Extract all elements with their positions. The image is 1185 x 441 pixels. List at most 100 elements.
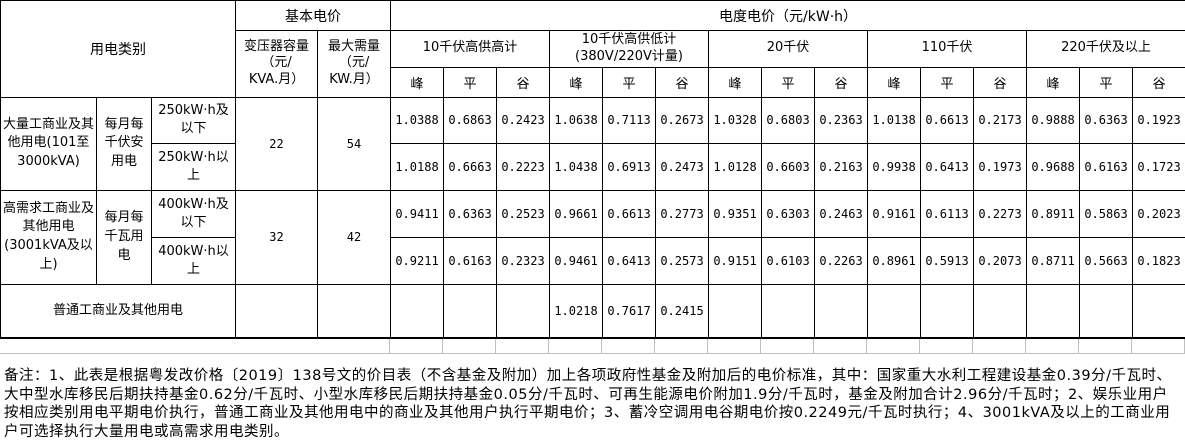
voltage-group-20kv: 20千伏: [709, 31, 868, 68]
price-cell: [1080, 284, 1133, 338]
table-row: 400kW·h以上 0.9211 0.6163 0.2323 0.9461 0.…: [1, 237, 1185, 284]
grid-lines: [389, 339, 1185, 353]
price-cell: [444, 284, 497, 338]
price-cell: 1.0128: [709, 143, 762, 190]
price-cell: 1.0438: [550, 143, 603, 190]
price-cell: 0.2673: [656, 97, 709, 143]
transformer-capacity-value: 32: [236, 190, 318, 284]
price-cell: 0.8711: [1027, 237, 1080, 284]
price-cell: 1.0388: [391, 97, 444, 143]
tier-label: 400kW·h以上: [152, 237, 236, 284]
price-cell: 0.1823: [1133, 237, 1185, 284]
price-cell: 0.9351: [709, 190, 762, 237]
remarks-note: 备注：1、此表是根据粤发改价格〔2019〕138号文的价目表（不含基金及附加）加…: [0, 354, 1185, 441]
price-cell: [709, 284, 762, 338]
price-cell: 0.9688: [1027, 143, 1080, 190]
price-cell: 0.9661: [550, 190, 603, 237]
transformer-capacity-header: 变压器容量 （元/ KVA.月）: [236, 31, 318, 98]
period-flat: 平: [762, 67, 815, 97]
transformer-capacity-value: [236, 284, 318, 338]
price-cell: 0.2773: [656, 190, 709, 237]
period-flat: 平: [921, 67, 974, 97]
period-valley: 谷: [1133, 67, 1185, 97]
electricity-price-table: 用电类别 基本电价 电度电价（元/kW·h） 变压器容量 （元/ KVA.月） …: [0, 0, 1185, 339]
price-cell: 0.6413: [603, 237, 656, 284]
tier-label: 250kW·h以上: [152, 143, 236, 190]
price-cell: 0.6803: [762, 97, 815, 143]
price-cell: 0.6303: [762, 190, 815, 237]
price-cell: 0.5663: [1080, 237, 1133, 284]
empty-spreadsheet-row: [0, 339, 1185, 354]
period-peak: 峰: [1027, 67, 1080, 97]
max-demand-value: [318, 284, 391, 338]
price-cell: 0.6613: [921, 97, 974, 143]
price-cell: [815, 284, 868, 338]
price-cell: [1027, 284, 1080, 338]
price-cell: 0.2363: [815, 97, 868, 143]
billing-unit-label: 每月每千瓦用电: [97, 190, 152, 284]
price-cell: 0.2263: [815, 237, 868, 284]
table-row: 250kW·h以上 1.0188 0.6663 0.2223 1.0438 0.…: [1, 143, 1185, 190]
price-cell: 0.2523: [497, 190, 550, 237]
price-cell: 0.6163: [1080, 143, 1133, 190]
period-valley: 谷: [497, 67, 550, 97]
price-cell: 0.6613: [603, 190, 656, 237]
table-row: 大量工商业及其他用电(101至3000kVA) 每月每千伏安用电 250kW·h…: [1, 97, 1185, 143]
period-peak: 峰: [550, 67, 603, 97]
price-cell: [762, 284, 815, 338]
period-valley: 谷: [974, 67, 1027, 97]
price-cell: 0.5863: [1080, 190, 1133, 237]
price-cell: 0.9461: [550, 237, 603, 284]
price-cell: 0.6603: [762, 143, 815, 190]
max-demand-value: 54: [318, 97, 391, 190]
price-cell: 0.6103: [762, 237, 815, 284]
voltage-group-110kv: 110千伏: [868, 31, 1027, 68]
max-demand-value: 42: [318, 190, 391, 284]
table-row: 普通工商业及其他用电 1.0218 0.7617 0.2415: [1, 284, 1185, 338]
price-cell: 0.9211: [391, 237, 444, 284]
period-peak: 峰: [391, 67, 444, 97]
transformer-capacity-value: 22: [236, 97, 318, 190]
price-cell: 0.9938: [868, 143, 921, 190]
price-cell: 0.2163: [815, 143, 868, 190]
category-high-demand: 高需求工商业及其他用电(3001kVA及以上): [1, 190, 97, 284]
price-cell: [1133, 284, 1185, 338]
table-row: 高需求工商业及其他用电(3001kVA及以上) 每月每千瓦用电 400kW·h及…: [1, 190, 1185, 237]
price-cell: 1.0218: [550, 284, 603, 338]
voltage-group-220kv: 220千伏及以上: [1027, 31, 1185, 68]
category-large-industry: 大量工商业及其他用电(101至3000kVA): [1, 97, 97, 190]
price-cell: 1.0188: [391, 143, 444, 190]
tier-label: 400kW·h及以下: [152, 190, 236, 237]
price-cell: 1.0138: [868, 97, 921, 143]
price-cell: 1.0638: [550, 97, 603, 143]
basic-price-group-header: 基本电价: [236, 1, 391, 31]
price-cell: 1.0328: [709, 97, 762, 143]
price-cell: [868, 284, 921, 338]
billing-unit-label: 每月每千伏安用电: [97, 97, 152, 190]
price-cell: 0.2473: [656, 143, 709, 190]
price-cell: 0.2223: [497, 143, 550, 190]
price-cell: 0.6163: [444, 237, 497, 284]
price-cell: 0.2323: [497, 237, 550, 284]
max-demand-header: 最大需量 （元/ KW.月）: [318, 31, 391, 98]
category-ordinary: 普通工商业及其他用电: [1, 284, 236, 338]
price-cell: 0.2415: [656, 284, 709, 338]
price-cell: 0.7617: [603, 284, 656, 338]
price-cell: 0.6113: [921, 190, 974, 237]
price-cell: 0.6663: [444, 143, 497, 190]
period-flat: 平: [603, 67, 656, 97]
price-cell: 0.2023: [1133, 190, 1185, 237]
price-cell: 0.6363: [1080, 97, 1133, 143]
price-cell: [391, 284, 444, 338]
price-cell: 0.2573: [656, 237, 709, 284]
period-flat: 平: [444, 67, 497, 97]
price-cell: 0.8911: [1027, 190, 1080, 237]
price-cell: 0.8961: [868, 237, 921, 284]
voltage-group-10kv-high: 10千伏高供高计: [391, 31, 550, 68]
price-cell: 0.5913: [921, 237, 974, 284]
period-flat: 平: [1080, 67, 1133, 97]
period-valley: 谷: [656, 67, 709, 97]
price-cell: 0.6363: [444, 190, 497, 237]
price-cell: 0.9151: [709, 237, 762, 284]
usage-category-header: 用电类别: [1, 1, 236, 98]
